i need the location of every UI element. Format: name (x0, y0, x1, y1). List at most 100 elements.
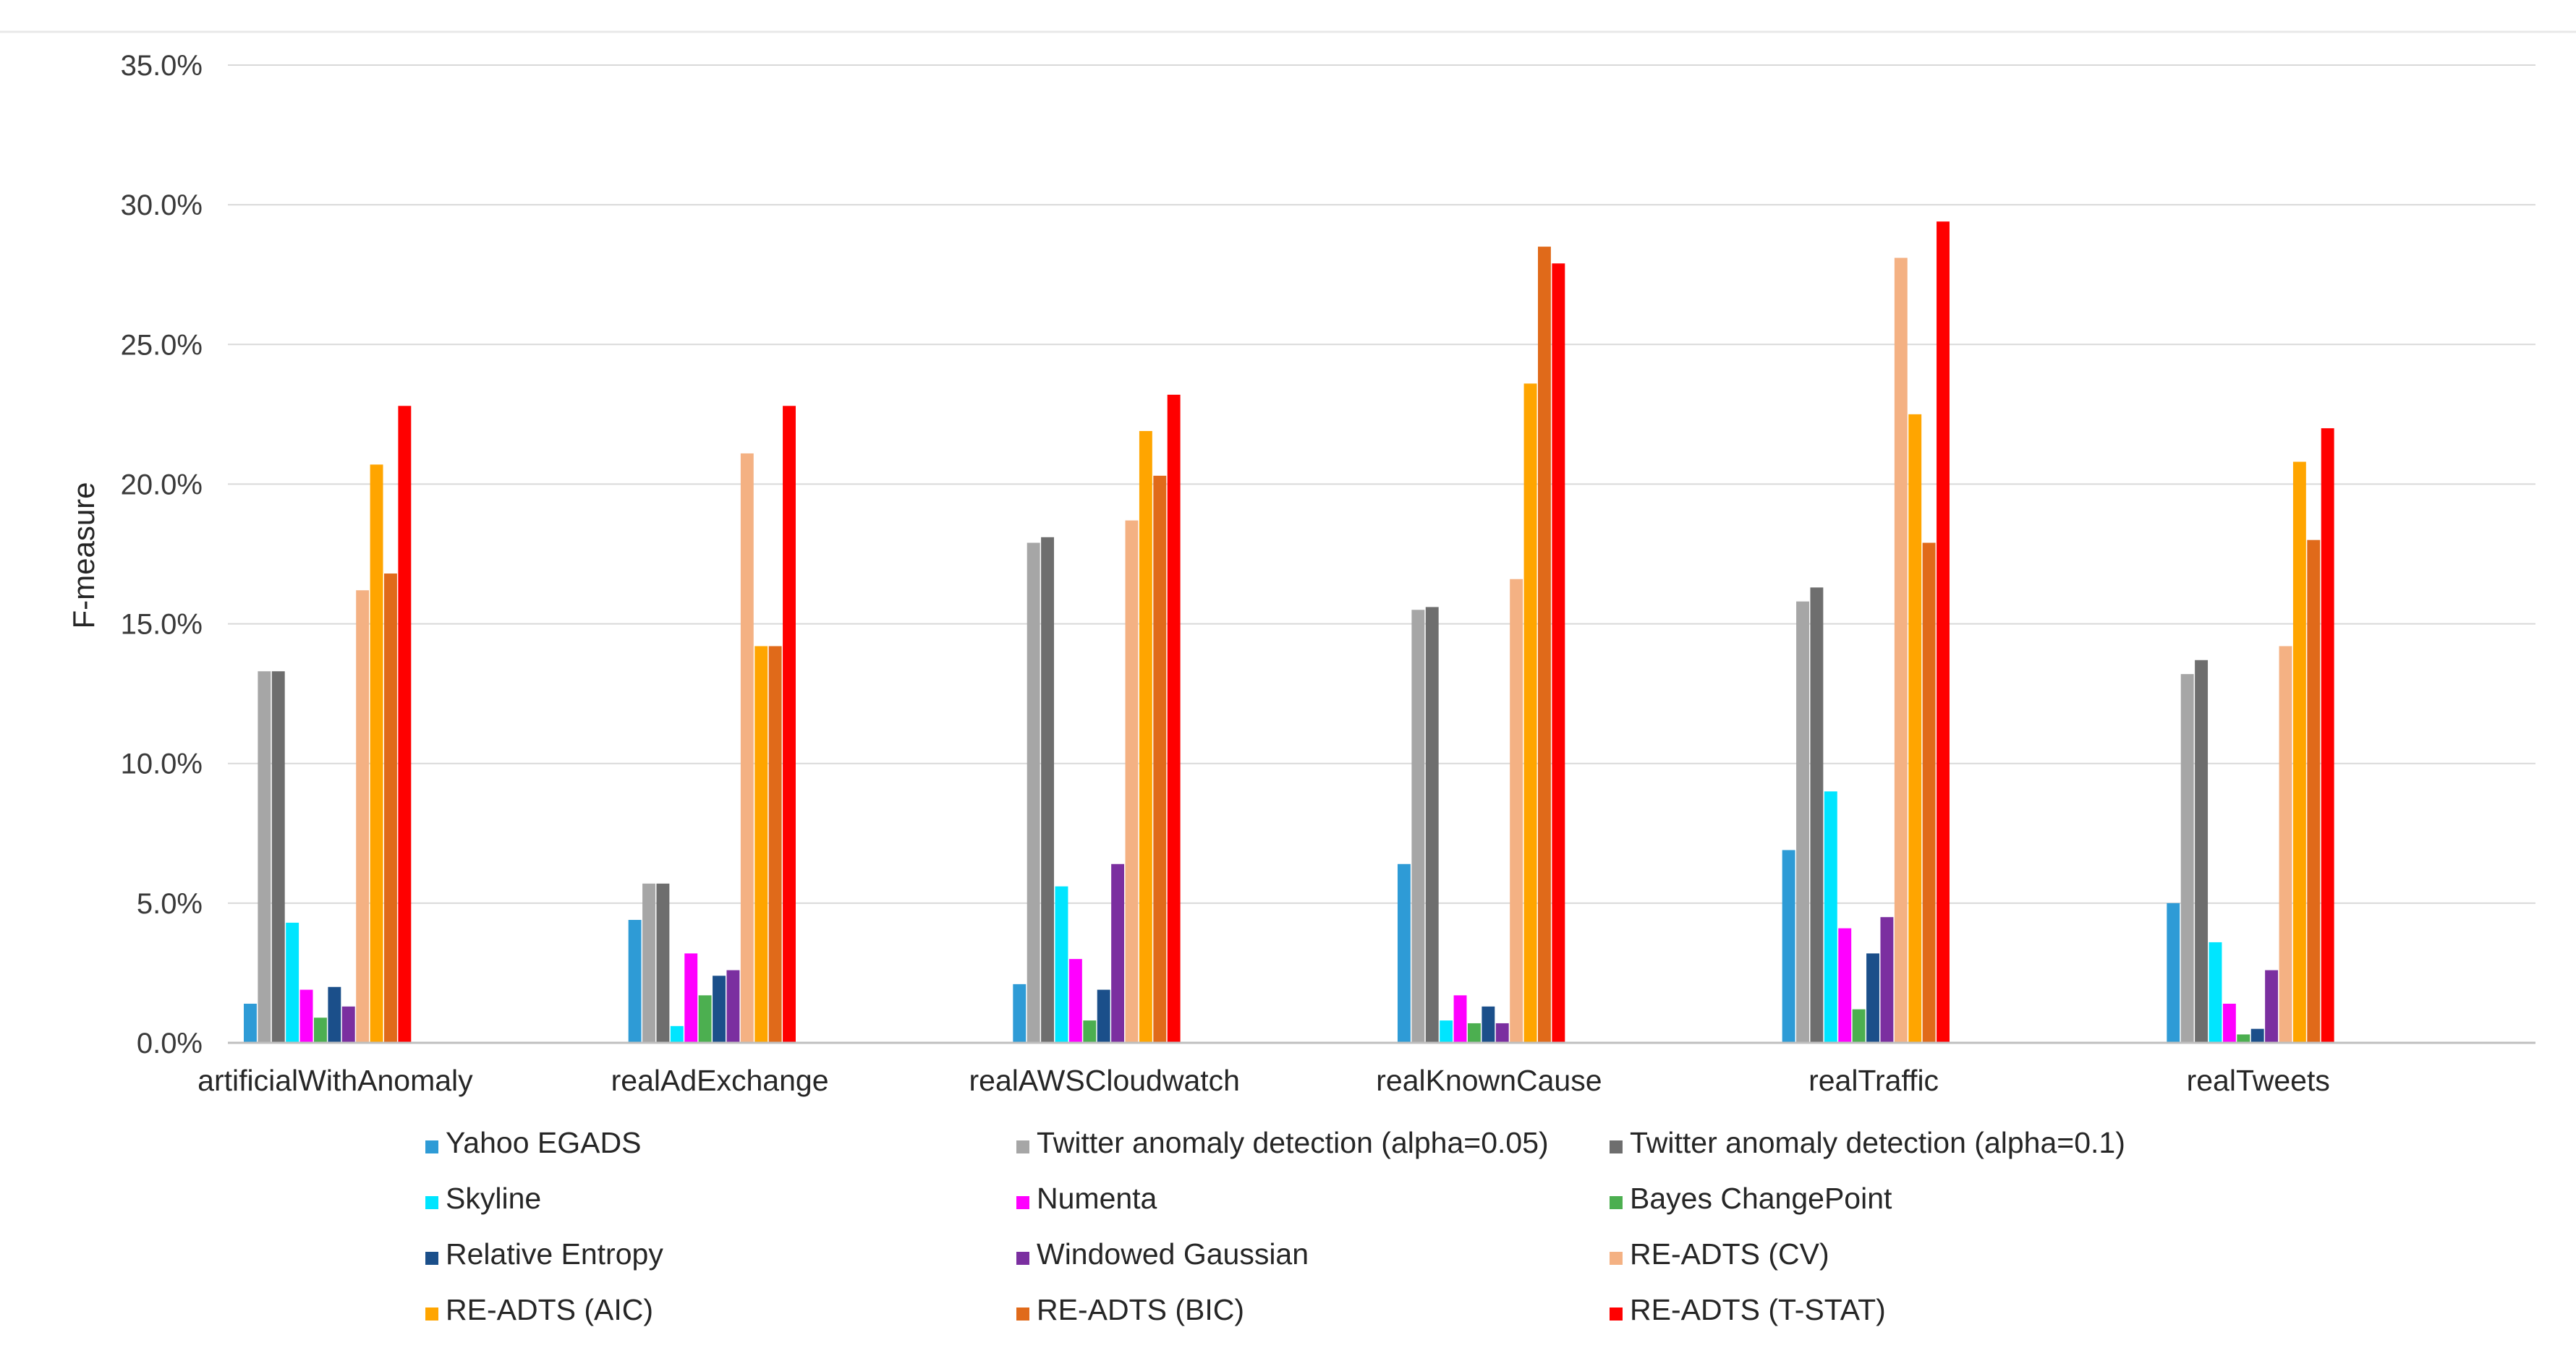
bar (1013, 984, 1026, 1043)
bar (2180, 674, 2194, 1043)
bar (1468, 1023, 1481, 1043)
bar (1125, 520, 1139, 1043)
legend-swatch (425, 1140, 438, 1153)
y-tick-label: 5.0% (137, 888, 203, 920)
bar (286, 922, 299, 1043)
bar (1041, 537, 1055, 1043)
bar (1068, 959, 1082, 1043)
bar (1880, 917, 1894, 1043)
x-category-label: realKnownCause (1376, 1064, 1602, 1097)
bar (341, 1006, 355, 1043)
y-axis-ticks: 0.0% 5.0% 10.0% 15.0% 20.0% 25.0% 30.0% 35.0% (121, 50, 203, 1059)
bar (398, 406, 412, 1043)
legend-swatch (425, 1196, 438, 1209)
legend-swatch (1016, 1308, 1029, 1321)
bar (1411, 610, 1425, 1043)
legend-label: Yahoo EGADS (446, 1126, 641, 1159)
bar (2167, 903, 2180, 1043)
bar (698, 995, 712, 1043)
bar (2279, 646, 2292, 1043)
legend-label: RE-ADTS (BIC) (1037, 1293, 1244, 1326)
legend-swatch (1016, 1252, 1029, 1265)
legend-label: Windowed Gaussian (1037, 1237, 1309, 1271)
bar (2237, 1034, 2250, 1043)
y-tick-label: 0.0% (137, 1028, 203, 1059)
bar (1796, 601, 1809, 1043)
bar (1440, 1020, 1453, 1043)
bar (1398, 863, 1411, 1043)
bar (1495, 1023, 1509, 1043)
legend-swatch (1610, 1252, 1623, 1265)
bar (754, 646, 768, 1043)
bar (1852, 1009, 1866, 1043)
y-axis-title: F-measure (67, 482, 101, 628)
legend-label: Bayes ChangePoint (1630, 1182, 1892, 1215)
x-category-label: realAWSCloudwatch (969, 1064, 1239, 1097)
legend-label: Skyline (446, 1182, 541, 1215)
bar (314, 1018, 327, 1043)
bar (1083, 1020, 1097, 1043)
bar (1838, 928, 1852, 1043)
bar (2307, 539, 2321, 1043)
bar (628, 920, 642, 1043)
legend-label: RE-ADTS (AIC) (446, 1293, 653, 1326)
bar (1922, 542, 1936, 1043)
bar (2222, 1003, 2236, 1043)
legend-swatch (1016, 1140, 1029, 1153)
bar (1937, 221, 1950, 1043)
legend-label: Twitter anomaly detection (alpha=0.1) (1630, 1126, 2125, 1159)
legend-label: RE-ADTS (T-STAT) (1630, 1293, 1886, 1326)
bar (1055, 886, 1068, 1043)
bar (1482, 1006, 1495, 1043)
legend-label: Relative Entropy (446, 1237, 663, 1271)
legend-swatch (425, 1308, 438, 1321)
bar (2292, 461, 2306, 1043)
bar (1538, 247, 1551, 1044)
bar (299, 989, 313, 1043)
bar (271, 671, 285, 1043)
bar (1908, 414, 1922, 1043)
y-tick-label: 25.0% (121, 329, 203, 361)
bar (2265, 970, 2279, 1043)
gridlines (228, 64, 2535, 904)
legend-swatch (1610, 1140, 1623, 1153)
y-tick-label: 20.0% (121, 469, 203, 500)
bar (1167, 394, 1181, 1043)
bar (642, 883, 655, 1043)
legend: Yahoo EGADS Twitter anomaly detection (al… (425, 1126, 2125, 1326)
bar (1153, 475, 1167, 1043)
bar (1026, 542, 1040, 1043)
bar (684, 953, 698, 1043)
bar (2209, 942, 2222, 1043)
bar (244, 1003, 257, 1043)
y-tick-label: 30.0% (121, 189, 203, 221)
bar (670, 1025, 684, 1043)
bar (370, 464, 383, 1043)
legend-swatch (425, 1252, 438, 1265)
bar (1425, 607, 1439, 1043)
bar (1139, 431, 1152, 1043)
legend-label: RE-ADTS (CV) (1630, 1237, 1829, 1271)
legend-label: Twitter anomaly detection (alpha=0.05) (1037, 1126, 1549, 1159)
legend-label: Numenta (1037, 1182, 1157, 1215)
bar (2195, 660, 2209, 1043)
bar (1510, 579, 1523, 1043)
bar (1894, 257, 1908, 1044)
x-category-label: artificialWithAnomaly (197, 1064, 473, 1097)
bar (656, 883, 670, 1043)
x-category-label: realTweets (2187, 1064, 2330, 1097)
legend-swatch (1610, 1308, 1623, 1321)
bar (1824, 791, 1837, 1043)
bar (2321, 428, 2334, 1043)
x-category-label: realTraffic (1808, 1064, 1939, 1097)
bar (726, 970, 740, 1043)
x-axis-categories: artificialWithAnomaly realAdExchange realA… (197, 1064, 2330, 1097)
bar (740, 453, 754, 1043)
x-category-label: realAdExchange (611, 1064, 829, 1097)
bar (1782, 850, 1795, 1043)
bar (1453, 995, 1467, 1043)
bar (1552, 263, 1565, 1044)
bar (384, 573, 397, 1043)
bar (783, 406, 796, 1043)
